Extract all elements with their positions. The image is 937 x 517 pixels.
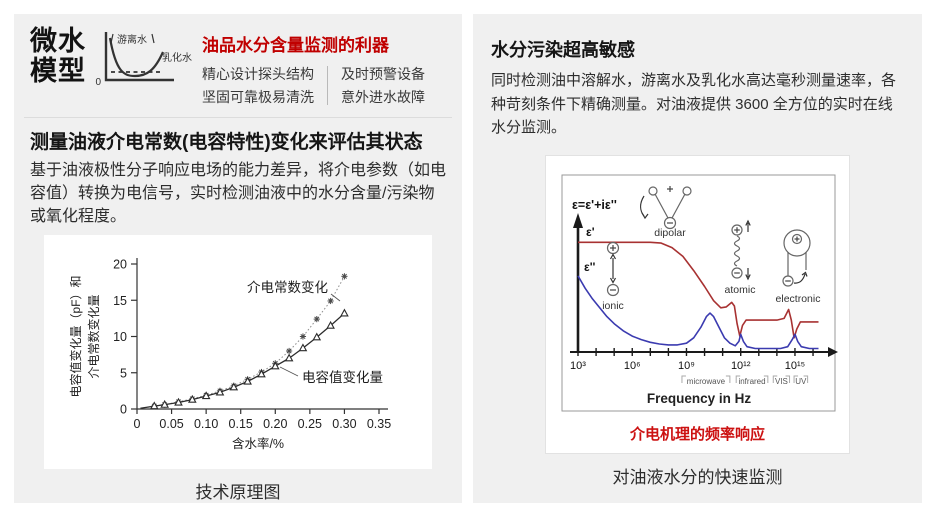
icon-bracket-left [110, 33, 114, 44]
principle-chart: 0 0.05 0.10 0.15 0.20 0.25 0.30 0.35 0 5 10 15 20 含水率… [68, 258, 391, 452]
headline: 油品水分含量监测的利器 [202, 36, 389, 55]
icon-axes [104, 32, 174, 82]
svg-text:15: 15 [113, 294, 127, 308]
feature-column-2: 及时预警设备 意外进水故障 [341, 63, 425, 108]
left-caption: 技术原理图 [195, 483, 281, 503]
figure-dynamic-layer: 10³ 10⁶ 10⁹ 10¹² 10¹⁵ microwave infrared VIS UV F… [561, 174, 838, 412]
frequency-figure-box: 10³ 10⁶ 10⁹ 10¹² 10¹⁵ microwave infrared VIS UV F… [545, 155, 850, 455]
freq-tick-label: 10³ [570, 360, 586, 372]
epsilon-formula: ε=ε'+iε'' [572, 198, 617, 212]
dipolar-icon [640, 186, 692, 230]
freq-tick-label: 10⁶ [624, 360, 641, 372]
inner-frame [561, 174, 836, 412]
series-annotation: 电容值变化量 [302, 369, 383, 385]
freq-tick-label: 10¹⁵ [785, 360, 805, 372]
brand-title: 微水 模型 [30, 26, 86, 86]
svg-text:0.30: 0.30 [332, 417, 356, 431]
x-axis-label: 含水率/% [232, 436, 284, 451]
right-body: 同时检测油中溶解水，游离水及乳化水高达毫秒测量速率，各种苛刻条件下精确测量。对油… [491, 72, 897, 137]
principle-chart-box: 0 0.05 0.10 0.15 0.20 0.25 0.30 0.35 0 5 10 15 20 含水率… [44, 235, 432, 470]
svg-text:10: 10 [113, 330, 127, 344]
icon-label-free-water: 游离水 [117, 33, 147, 46]
feature-divider [327, 66, 328, 106]
left-panel: 微水 模型 游离水 乳化水 0 油品水分含量监测的利器 精心设计探头结构 坚固可… [14, 14, 462, 503]
mechanism-label: ionic [602, 300, 624, 312]
feature-item: 坚固可靠极易清洗 [202, 88, 314, 105]
right-caption: 对油液水分的快速监测 [612, 468, 783, 488]
right-panel: 水分污染超高敏感 同时检测油中溶解水，游离水及乳化水高达毫秒测量速率，各种苛刻条… [473, 14, 922, 503]
left-panel-header: 微水 模型 游离水 乳化水 0 油品水分含量监测的利器 精心设计探头结构 坚固可… [14, 14, 462, 108]
axes [131, 258, 388, 415]
series-annotation: 介电常数变化 [247, 280, 328, 295]
y-axis-arrow [573, 213, 583, 229]
icon-u-curve [108, 37, 165, 78]
svg-text:0.25: 0.25 [298, 417, 322, 431]
feature-list: 精心设计探头结构 坚固可靠极易清洗 及时预警设备 意外进水故障 [202, 63, 425, 108]
atomic-icon [731, 219, 751, 281]
epsilon-imag-label: ε'' [584, 260, 596, 274]
annotation-leader [279, 367, 299, 377]
epsilon-real-curve [578, 241, 819, 339]
mechanism-label: electronic [776, 293, 821, 305]
brand-line2: 模型 [30, 56, 86, 87]
svg-text:0.35: 0.35 [367, 417, 391, 431]
icon-label-origin: 0 [95, 77, 101, 88]
freq-tick-label: 10¹² [731, 360, 751, 372]
svg-text:20: 20 [113, 258, 127, 272]
capacitance-series [140, 308, 349, 410]
band-label: UV [795, 377, 807, 386]
section-body: 基于油液极性分子响应电场的能力差异，将介电参数（如电容值）转换为电信号，实时检测… [30, 162, 447, 226]
tick-labels: 0 0.05 0.10 0.15 0.20 0.25 0.30 0.35 0 5 10 15 20 含水率… [68, 258, 391, 452]
freq-tick-label: 10⁹ [678, 360, 695, 372]
mechanism-label: dipolar [654, 227, 686, 239]
band-label: microwave [687, 377, 726, 386]
svg-text:0: 0 [120, 403, 127, 417]
ionic-icon [606, 241, 620, 297]
mechanism-label: atomic [725, 284, 756, 296]
section-title: 测量油液介电常数(电容特性)变化来评估其状态 [30, 132, 423, 154]
svg-text:0.20: 0.20 [263, 417, 287, 431]
x-axis-arrow [828, 347, 838, 358]
icon-bracket-right [151, 33, 155, 44]
water-model-icon: 游离水 乳化水 0 [95, 32, 192, 88]
feature-column-1: 精心设计探头结构 坚固可靠极易清洗 [202, 63, 314, 108]
right-title: 水分污染超高敏感 [491, 40, 635, 60]
figure-caption: 介电机理的频率响应 [629, 426, 765, 444]
y-axis-label-2: 介电常数变化量 [86, 295, 101, 379]
header-text-block: 油品水分含量监测的利器 精心设计探头结构 坚固可靠极易清洗 及时预警设备 意外进… [202, 26, 425, 108]
brand-line1: 微水 [30, 26, 86, 56]
svg-text:0.10: 0.10 [194, 417, 218, 431]
header-divider [24, 117, 452, 119]
svg-text:0.05: 0.05 [159, 417, 183, 431]
feature-item: 意外进水故障 [341, 88, 425, 105]
icon-label-emulsified-water: 乳化水 [162, 51, 192, 64]
y-axis-label-1: 电容值变化量（pF）和 [68, 276, 83, 398]
svg-text:0.15: 0.15 [229, 417, 253, 431]
feature-item: 及时预警设备 [341, 66, 425, 82]
svg-text:0: 0 [134, 417, 141, 431]
epsilon-real-label: ε' [586, 225, 595, 239]
band-label: infrared [738, 377, 765, 386]
feature-item: 精心设计探头结构 [202, 66, 314, 82]
frequency-response-figure: 10³ 10⁶ 10⁹ 10¹² 10¹⁵ microwave infrared VIS UV F… [561, 174, 838, 412]
annotation-leader [330, 294, 341, 302]
band-label: VIS [775, 377, 788, 386]
freq-axis-label: Frequency in Hz [647, 391, 752, 406]
svg-text:5: 5 [120, 367, 127, 381]
electronic-icon [782, 229, 811, 287]
epsilon-imag-curve [577, 275, 819, 350]
